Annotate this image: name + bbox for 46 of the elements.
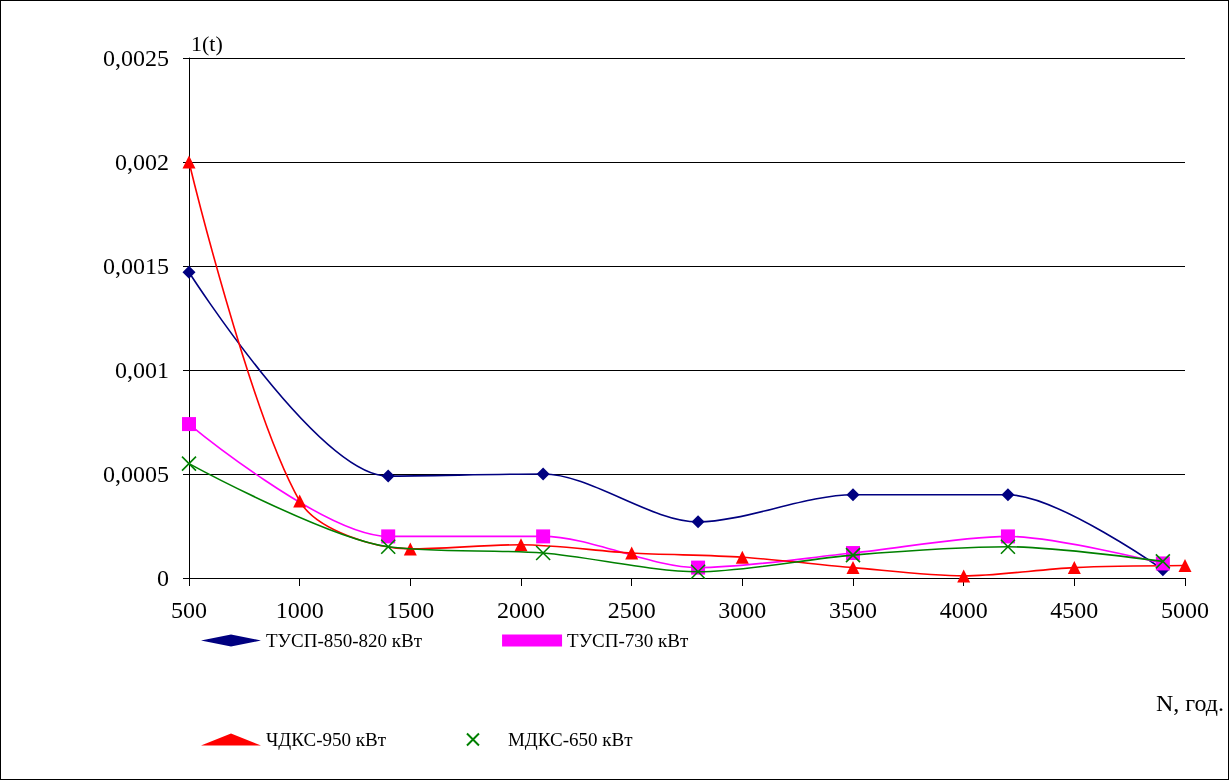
point <box>536 529 551 544</box>
point <box>380 539 396 555</box>
point <box>957 569 971 583</box>
x-tick-label: 3500 <box>829 597 877 623</box>
x-axis-title: N, год. <box>1155 690 1225 716</box>
point <box>536 467 550 481</box>
legend-label: ЧДКС-950 кВт <box>266 729 387 750</box>
y-tick-label: 0,0005 <box>103 461 169 487</box>
legend-label: ТУСП-850-820 кВт <box>266 630 423 651</box>
point <box>381 469 395 483</box>
point <box>846 561 860 575</box>
y-tick-label: 0,0015 <box>103 253 169 279</box>
legend-label: МДКС-650 кВт <box>507 729 634 750</box>
y-tick-label: 0,0025 <box>103 45 169 71</box>
point <box>182 417 196 432</box>
point <box>293 494 307 508</box>
x-tick-label: 500 <box>171 597 207 623</box>
point <box>182 155 196 169</box>
point <box>625 546 639 560</box>
point <box>1067 561 1081 575</box>
x-tick-label: 2500 <box>607 597 656 623</box>
legend-label: ТУСП-730 кВт <box>567 630 689 651</box>
point <box>1178 559 1192 573</box>
y-tick-label: 0,002 <box>115 149 169 175</box>
point <box>514 538 528 552</box>
point <box>735 550 749 564</box>
x-tick-label: 5000 <box>1161 597 1209 623</box>
x-tick-label: 1500 <box>386 597 435 623</box>
point <box>690 563 706 580</box>
x-tick-label: 2000 <box>497 597 545 623</box>
point <box>1001 488 1015 502</box>
x-tick-label: 3000 <box>718 597 767 623</box>
point <box>1000 529 1015 544</box>
point <box>381 529 396 544</box>
point <box>181 455 197 472</box>
y-axis-title: 1(t) <box>191 30 223 56</box>
x-tick-label: 4000 <box>939 597 988 623</box>
y-tick-label: 0 <box>157 565 169 591</box>
point <box>535 545 551 561</box>
point <box>691 515 705 529</box>
point <box>846 488 860 502</box>
y-tick-label: 0,001 <box>115 357 169 383</box>
point <box>182 265 196 279</box>
point <box>1000 539 1016 555</box>
x-tick-label: 4500 <box>1050 597 1099 623</box>
x-tick-label: 1000 <box>275 597 324 623</box>
